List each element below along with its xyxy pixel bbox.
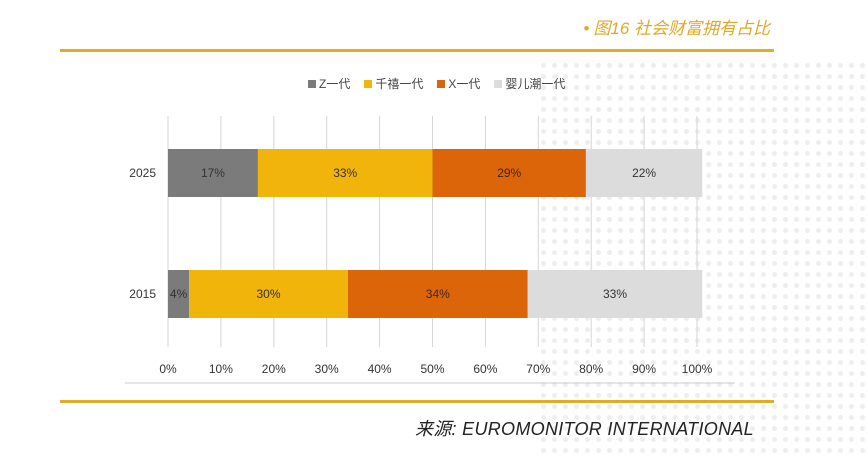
top-divider [60,49,774,52]
legend-swatch-boomers [494,79,503,88]
source-note: 来源: EUROMONITOR INTERNATIONAL [414,419,754,439]
data-label-2015-3: 33% [603,287,627,301]
data-label-2015-0: 4% [170,287,188,301]
bottom-divider [60,400,774,403]
dotted-world-map-background [538,60,868,459]
data-label-2025-2: 29% [497,166,521,180]
category-label-2015: 2015 [129,287,156,301]
bar-2025-2 [432,149,586,197]
legend-item-millennials: 千禧一代 [364,75,423,92]
data-label-2025-3: 22% [632,166,656,180]
legend-label-gen-z: Z一代 [319,77,351,91]
x-tick-label-8: 80% [579,362,603,376]
legend-label-gen-x: X一代 [448,77,481,91]
x-tick-label-5: 50% [420,362,444,376]
bar-2025-0 [168,149,258,197]
data-label-2025-0: 17% [201,166,225,180]
legend-item-gen-x: X一代 [437,75,480,92]
data-label-2025-1: 33% [333,166,357,180]
chart-legend: Z一代 千禧一代 X一代 婴儿潮一代 [308,75,565,92]
legend-item-boomers: 婴儿潮一代 [494,75,565,92]
x-tick-label-1: 10% [209,362,233,376]
figure-title: • 图16 社会财富拥有占比 [583,14,770,39]
bar-2025-1 [257,149,433,197]
legend-swatch-millennials [364,79,373,88]
x-tick-label-10: 100% [682,362,713,376]
x-tick-label-7: 70% [526,362,550,376]
title-bullet: • [583,19,590,38]
x-tick-label-4: 40% [368,362,392,376]
x-tick-label-3: 30% [315,362,339,376]
legend-item-gen-z: Z一代 [308,75,350,92]
bar-2015-3 [527,270,703,318]
x-tick-label-2: 20% [262,362,286,376]
x-tick-label-6: 60% [473,362,497,376]
x-tick-label-0: 0% [159,362,177,376]
category-label-2025: 2025 [129,166,156,180]
legend-label-millennials: 千禧一代 [375,77,424,91]
legend-swatch-gen-x [437,79,446,88]
bar-2025-3 [585,149,703,197]
bar-2015-0 [168,270,190,318]
legend-swatch-gen-z [308,79,316,88]
data-label-2015-2: 34% [426,287,450,301]
bar-2015-2 [347,270,528,318]
bar-2015-1 [189,270,348,318]
data-label-2015-1: 30% [256,287,280,301]
title-text: 图16 社会财富拥有占比 [593,19,770,38]
legend-label-boomers: 婴儿潮一代 [505,77,566,91]
x-tick-label-9: 90% [632,362,656,376]
